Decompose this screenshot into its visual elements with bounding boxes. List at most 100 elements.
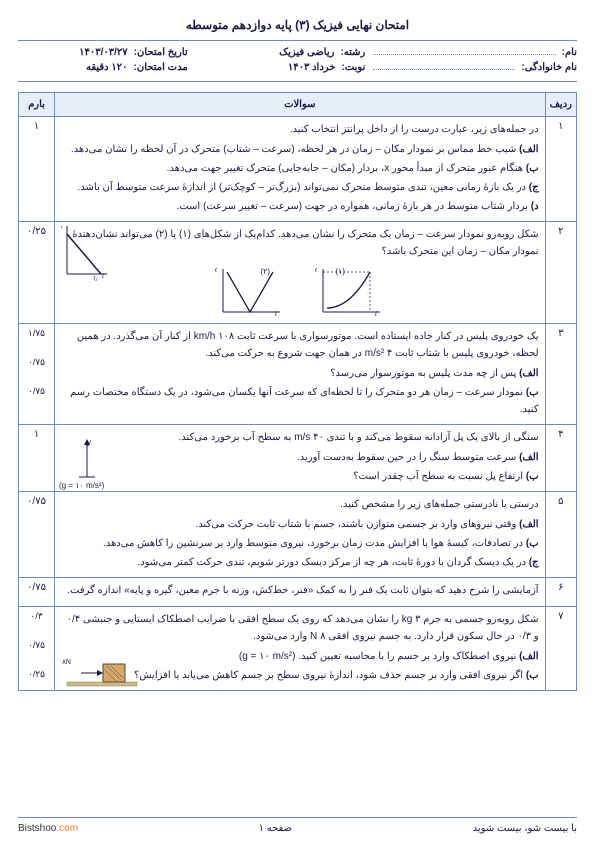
dots <box>373 47 555 55</box>
q-part: شیب خط مماس بر نمودار مکان – زمان در هر … <box>71 144 516 155</box>
svg-text:x: x <box>215 267 218 274</box>
q-part: در یک بازهٔ زمانی معین، تندی متوسط متحرک… <box>78 182 526 193</box>
q-lead: یک خودروی پلیس در کنار جاده ایستاده است.… <box>61 328 539 362</box>
part-label: ج) <box>529 182 539 193</box>
q-score: ۰/۷۵ <box>19 492 55 578</box>
part-label: الف) <box>519 452 539 463</box>
q-lead: درستی یا نادرستی جمله‌های زیر را مشخص کن… <box>61 496 539 513</box>
duration-value: ۱۲۰ دقیقه <box>86 62 128 73</box>
table-row: ۱ در جمله‌های زیر، عبارت درست را از داخل… <box>19 117 577 222</box>
q-num: ۴ <box>545 425 576 492</box>
q-part: وقتی نیروهای وارد بر جسمی متوازن باشند، … <box>195 519 516 530</box>
score-val: ۰/۳ <box>30 611 42 622</box>
q-part: بردار شتاب متوسط در هر بازهٔ زمانی، هموا… <box>176 201 528 212</box>
q-part: هنگام عبور متحرک از مبدأ محور x، بردار (… <box>167 163 523 174</box>
table-row: ۴ سنگی از بالای یک پل آزادانه سقوط می‌کن… <box>19 425 577 492</box>
footer-slogan: با بیست شو، بیست شوید <box>473 823 577 834</box>
score-val: ۰/۷۵ <box>28 386 45 397</box>
footer: با بیست شو، بیست شوید صفحه ۱ Bistshoo.co… <box>18 817 577 834</box>
q-num: ۵ <box>545 492 576 578</box>
q-num: ۱ <box>545 117 576 222</box>
y-axis-diagram: y (g = ۱۰ m/s²) <box>61 437 113 489</box>
q-lead: در جمله‌های زیر، عبارت درست را از داخل پ… <box>61 121 539 138</box>
q-lead: سنگی از بالای یک پل آزادانه سقوط می‌کند … <box>61 429 539 446</box>
q-num: ۳ <box>545 324 576 425</box>
header-score: بارم <box>19 93 55 117</box>
svg-text:y: y <box>86 438 92 447</box>
q-part: در تصادفات، کیسهٔ هوا با افزایش مدت زمان… <box>103 538 523 549</box>
q-lead: شکل روبه‌رو نمودار سرعت – زمان یک متحرک … <box>61 226 539 260</box>
q-score: ۱ <box>19 117 55 222</box>
table-row: ۲ شکل روبه‌رو نمودار سرعت – زمان یک متحر… <box>19 222 577 324</box>
q-part: پس از چه مدت پلیس به موتورسوار می‌رسد؟ <box>330 368 516 379</box>
score-val: ۰/۲۵ <box>28 669 45 680</box>
brand-link[interactable]: Bistshoo.com <box>18 823 78 834</box>
brand-suffix: .com <box>56 823 78 834</box>
field-value: ریاضی فیزیک <box>279 47 334 58</box>
part-label: الف) <box>519 144 539 155</box>
score-val: ۱/۷۵ <box>28 328 45 339</box>
info-grid: نام: رشته: ریاضی فیزیک تاریخ امتحان: ۱۴۰… <box>18 47 577 82</box>
field-label: رشته: <box>340 47 365 58</box>
table-row: ۵ درستی یا نادرستی جمله‌های زیر را مشخص … <box>19 492 577 578</box>
duration-field: مدت امتحان: ۱۲۰ دقیقه <box>18 62 188 73</box>
q-body: سنگی از بالای یک پل آزادانه سقوط می‌کند … <box>55 425 546 492</box>
date-value: ۱۴۰۳/۰۳/۲۷ <box>79 47 128 58</box>
q-num: ۶ <box>545 578 576 607</box>
part-label: ب) <box>526 163 539 174</box>
term-value: خرداد ۱۴۰۳ <box>288 62 336 73</box>
part-label: الف) <box>519 651 539 662</box>
part-label: ب) <box>526 670 539 681</box>
term-field: نوبت: خرداد ۱۴۰۳ <box>196 62 366 73</box>
q-lead: شکل روبه‌رو جسمی به جرم ۳ kg را نشان می‌… <box>61 611 539 645</box>
score-val: ۰/۷۵ <box>28 357 45 368</box>
header-row: ردیف <box>545 93 576 117</box>
q-body: آزمایشی را شرح دهید که بتوان ثابت یک فنر… <box>55 578 546 607</box>
table-row: ۶ آزمایشی را شرح دهید که بتوان ثابت یک ف… <box>19 578 577 607</box>
svg-text:x: x <box>315 267 318 274</box>
table-row: ۷ شکل روبه‌رو جسمی به جرم ۳ kg را نشان م… <box>19 607 577 691</box>
term-label: نوبت: <box>341 62 365 73</box>
q-part: نیروی اصطکاک وارد بر جسم را با محاسبه تع… <box>239 651 516 662</box>
q-body: شکل روبه‌رو جسمی به جرم ۳ kg را نشان می‌… <box>55 607 546 691</box>
q-score: ۰/۷۵ <box>19 578 55 607</box>
name-field: نام: <box>373 47 577 58</box>
family-label: نام خانوادگی: <box>521 62 577 73</box>
svg-text:v: v <box>61 225 63 232</box>
duration-label: مدت امتحان: <box>134 62 188 73</box>
block-diagram: F = ۸N <box>61 656 141 688</box>
part-label: د) <box>531 201 539 212</box>
diagram-row: x t (۱) x t (۲) <box>61 264 539 319</box>
date-field: تاریخ امتحان: ۱۴۰۳/۰۳/۲۷ <box>18 47 188 58</box>
q-body: در جمله‌های زیر، عبارت درست را از داخل پ… <box>55 117 546 222</box>
part-label: الف) <box>519 368 539 379</box>
q-num: ۲ <box>545 222 576 324</box>
family-field: نام خانوادگی: <box>373 62 577 73</box>
exam-title: امتحان نهایی فیزیک (۳) پایه دوازدهم متوس… <box>18 18 577 41</box>
diagram-vt: v v₀ t t₁ <box>61 222 111 282</box>
svg-text:(۱): (۱) <box>335 267 345 276</box>
q-score: ۱ <box>19 425 55 492</box>
date-label: تاریخ امتحان: <box>134 47 188 58</box>
q-body: درستی یا نادرستی جمله‌های زیر را مشخص کن… <box>55 492 546 578</box>
q-body: شکل روبه‌رو نمودار سرعت – زمان یک متحرک … <box>55 222 546 324</box>
page-number: صفحه ۱ <box>78 823 473 834</box>
name-label: نام: <box>562 47 577 58</box>
field-field: رشته: ریاضی فیزیک <box>196 47 366 58</box>
q-part: ارتفاع پل نسبت به سطح آب چقدر است؟ <box>353 471 523 482</box>
q-num: ۷ <box>545 607 576 691</box>
part-label: ب) <box>526 387 539 398</box>
part-label: ب) <box>526 538 539 549</box>
q-score: ۰/۳ ۰/۷۵ ۰/۲۵ <box>19 607 55 691</box>
svg-text:t₁: t₁ <box>93 276 97 282</box>
svg-text:(۲): (۲) <box>260 267 270 276</box>
table-row: ۳ یک خودروی پلیس در کنار جاده ایستاده اس… <box>19 324 577 425</box>
q-score: ۱/۷۵ ۰/۷۵ ۰/۷۵ <box>19 324 55 425</box>
q-lead: آزمایشی را شرح دهید که بتوان ثابت یک فنر… <box>61 582 539 599</box>
q-body: یک خودروی پلیس در کنار جاده ایستاده است.… <box>55 324 546 425</box>
q-part: نمودار سرعت – زمان هر دو متحرک را تا لحظ… <box>70 387 538 415</box>
part-label: ج) <box>529 557 539 568</box>
header-question: سوالات <box>55 93 546 117</box>
q-score: ۰/۲۵ <box>19 222 55 324</box>
part-label: الف) <box>519 519 539 530</box>
